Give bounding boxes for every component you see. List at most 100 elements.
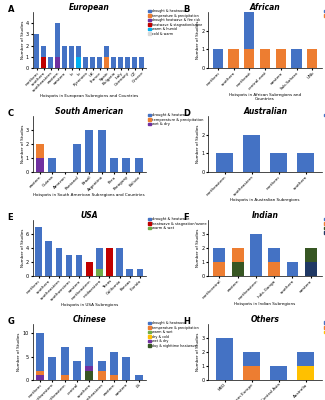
- Bar: [213, 50, 223, 68]
- Title: USA: USA: [80, 211, 98, 220]
- Bar: [36, 144, 44, 158]
- X-axis label: Hotspots in Indian Subregions: Hotspots in Indian Subregions: [234, 302, 296, 306]
- X-axis label: Hotspots in African Subregions and
Countries: Hotspots in African Subregions and Count…: [229, 92, 301, 101]
- Title: African: African: [250, 3, 280, 12]
- Bar: [110, 158, 118, 172]
- Bar: [110, 375, 118, 380]
- Bar: [270, 153, 287, 172]
- Bar: [305, 248, 317, 262]
- X-axis label: Hotspots in Australian Subregions: Hotspots in Australian Subregions: [230, 198, 300, 202]
- Bar: [136, 269, 143, 276]
- Bar: [287, 262, 298, 276]
- Bar: [104, 57, 109, 68]
- Legend: drought & heatwave, heatwave & stagnation/ozone, warm & wet: drought & heatwave, heatwave & stagnatio…: [148, 217, 207, 230]
- Title: South American: South American: [55, 107, 123, 116]
- Bar: [60, 347, 69, 375]
- Y-axis label: Number of Studies: Number of Studies: [196, 333, 200, 371]
- Bar: [297, 366, 314, 380]
- Bar: [98, 57, 102, 68]
- Bar: [98, 371, 106, 380]
- Bar: [216, 338, 233, 380]
- Bar: [60, 375, 69, 380]
- Bar: [104, 46, 109, 57]
- Bar: [48, 57, 53, 68]
- Bar: [70, 46, 74, 68]
- Bar: [41, 46, 46, 57]
- Text: F: F: [183, 213, 189, 222]
- Bar: [232, 248, 243, 262]
- Bar: [216, 153, 233, 172]
- Bar: [135, 158, 143, 172]
- Bar: [110, 352, 118, 375]
- Legend: drought & heatwave, temperature & precipitation, warm & wet, dry & cold, wet & d: drought & heatwave, temperature & precip…: [148, 321, 199, 348]
- Text: B: B: [183, 5, 190, 14]
- Bar: [98, 361, 106, 371]
- Bar: [41, 57, 46, 68]
- Text: G: G: [7, 317, 14, 326]
- Bar: [133, 57, 137, 68]
- Bar: [35, 227, 42, 276]
- Bar: [270, 366, 287, 380]
- Text: E: E: [7, 213, 13, 222]
- Bar: [243, 135, 260, 172]
- Bar: [305, 262, 317, 276]
- Y-axis label: Number of Studies: Number of Studies: [196, 21, 200, 59]
- Legend: drought & heatwave, temperature & precipitation: drought & heatwave, temperature & precip…: [324, 9, 325, 18]
- Bar: [98, 130, 106, 172]
- Bar: [292, 50, 302, 68]
- Bar: [62, 46, 67, 68]
- Bar: [85, 366, 93, 371]
- Y-axis label: Number of Studies: Number of Studies: [20, 229, 24, 267]
- Bar: [56, 248, 62, 276]
- Bar: [116, 248, 123, 276]
- Bar: [228, 50, 239, 68]
- Title: Indian: Indian: [252, 211, 279, 220]
- Bar: [36, 375, 44, 380]
- Bar: [243, 352, 260, 366]
- Bar: [118, 57, 123, 68]
- Bar: [243, 366, 260, 380]
- Y-axis label: Number of Studies: Number of Studies: [18, 333, 21, 371]
- Title: Others: Others: [251, 315, 280, 324]
- Bar: [66, 255, 72, 276]
- Bar: [84, 57, 88, 68]
- Bar: [125, 57, 130, 68]
- X-axis label: Hotspots in European Subregions and Countries: Hotspots in European Subregions and Coun…: [40, 94, 138, 98]
- Text: D: D: [183, 109, 190, 118]
- Bar: [48, 356, 56, 380]
- Bar: [232, 262, 243, 276]
- Legend: drought & heatwave, temperature & precipitation, drought heatwave & fire risk, h: drought & heatwave, temperature & precip…: [148, 9, 202, 36]
- Bar: [126, 269, 133, 276]
- Bar: [297, 352, 314, 366]
- Bar: [276, 50, 286, 68]
- Y-axis label: Number of Studies: Number of Studies: [20, 125, 24, 163]
- Legend: drought & heatwave, temperature & precipitation, dry & cold: drought & heatwave, temperature & precip…: [324, 321, 325, 334]
- Bar: [85, 130, 93, 172]
- Bar: [90, 57, 95, 68]
- Title: Australian: Australian: [243, 107, 287, 116]
- Bar: [46, 241, 52, 276]
- Bar: [73, 361, 81, 380]
- X-axis label: Hotspots in USA Subregions: Hotspots in USA Subregions: [60, 303, 118, 307]
- Bar: [48, 158, 56, 172]
- Bar: [76, 57, 81, 68]
- Bar: [56, 57, 60, 68]
- Bar: [85, 371, 93, 380]
- Bar: [213, 262, 225, 276]
- Legend: drought & heatwave, temperature & precipitation, wet & dry: drought & heatwave, temperature & precip…: [148, 113, 203, 126]
- Bar: [56, 23, 60, 57]
- Bar: [76, 255, 82, 276]
- Bar: [86, 262, 93, 276]
- Text: H: H: [183, 317, 190, 326]
- Bar: [85, 347, 93, 366]
- Y-axis label: Number of Studies: Number of Studies: [196, 125, 200, 163]
- Bar: [139, 57, 144, 68]
- Bar: [260, 50, 270, 68]
- Y-axis label: Number of Studies: Number of Studies: [20, 21, 24, 59]
- Bar: [76, 46, 81, 57]
- Text: A: A: [7, 5, 14, 14]
- Bar: [297, 153, 314, 172]
- Title: European: European: [69, 3, 110, 12]
- Bar: [213, 248, 225, 262]
- Bar: [73, 144, 81, 172]
